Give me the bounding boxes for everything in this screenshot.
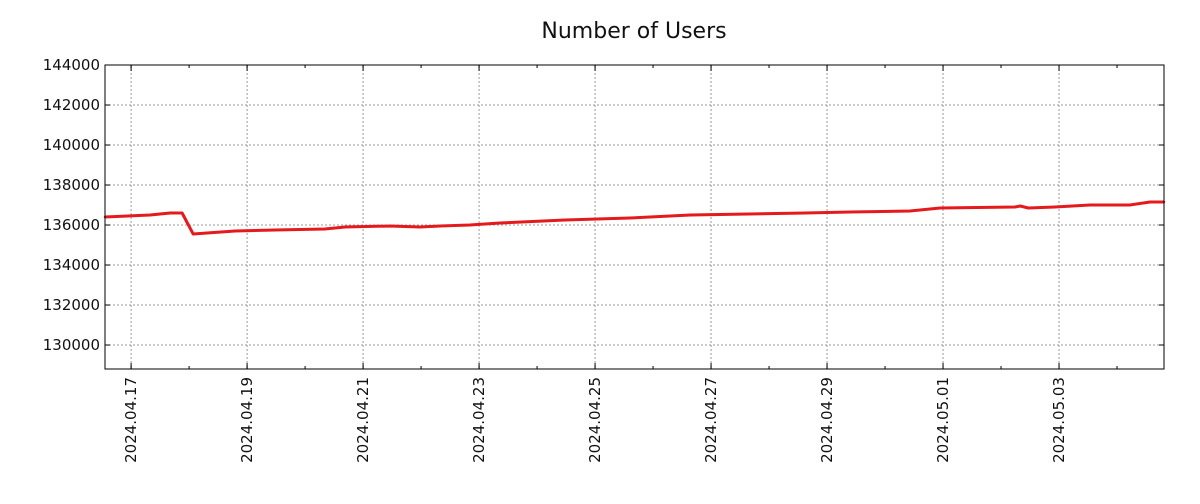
y-tick-label: 142000: [43, 96, 100, 114]
x-axis: 2024.04.17 2024.04.19 2024.04.21 2024.04.23…: [122, 65, 1118, 463]
x-tick-label: 2024.04.25: [586, 377, 604, 463]
data-point: [468, 223, 471, 227]
y-tick-label: 134000: [43, 256, 100, 274]
data-point: [803, 211, 807, 215]
data-point: [1088, 203, 1091, 207]
data-point: [418, 225, 422, 229]
data-point: [938, 206, 942, 210]
x-tick-label: 2024.04.29: [818, 377, 836, 463]
y-tick-label: 140000: [43, 136, 100, 154]
x-tick-label: 2024.04.17: [122, 377, 140, 463]
y-tick-label: 136000: [43, 216, 100, 234]
y-tick-label: 138000: [43, 176, 100, 194]
data-point: [688, 213, 692, 217]
y-tick-label: 132000: [43, 296, 100, 314]
plot-frame: [104, 64, 1165, 370]
x-tick-label: 2024.04.21: [354, 377, 372, 463]
data-point: [149, 213, 152, 217]
data-point: [323, 227, 327, 231]
data-point: [168, 211, 172, 215]
y-tick-label: 130000: [43, 336, 100, 354]
x-tick-label: 2024.04.27: [702, 377, 720, 463]
y-tick-label: 144000: [43, 56, 100, 74]
chart-title: Number of Users: [541, 19, 726, 44]
x-tick-label: 2024.05.03: [1050, 377, 1068, 463]
x-tick-label: 2024.05.01: [934, 377, 952, 463]
y-axis: 130000 132000 134000 136000 138000 140000 1420…: [43, 56, 1164, 354]
data-point: [389, 224, 392, 228]
data-point: [628, 216, 632, 220]
x-tick-label: 2024.04.23: [470, 377, 488, 463]
data-point: [1013, 205, 1017, 209]
data-point: [1148, 200, 1152, 204]
series-layer: [103, 200, 1166, 236]
data-point: [1018, 204, 1022, 208]
x-tick-label: 2024.04.19: [238, 377, 256, 463]
data-point: [908, 209, 912, 213]
data-point: [343, 225, 347, 229]
data-point: [1053, 205, 1057, 209]
data-point: [439, 224, 442, 228]
data-point: [180, 211, 184, 215]
data-point: [191, 232, 195, 236]
data-point: [563, 218, 567, 222]
data-point: [498, 221, 502, 225]
series-line: [104, 200, 1164, 236]
data-point: [1027, 206, 1030, 210]
data-point: [1128, 203, 1131, 207]
data-point: [233, 229, 237, 233]
data-point: [849, 210, 852, 214]
data-point: [273, 228, 277, 232]
